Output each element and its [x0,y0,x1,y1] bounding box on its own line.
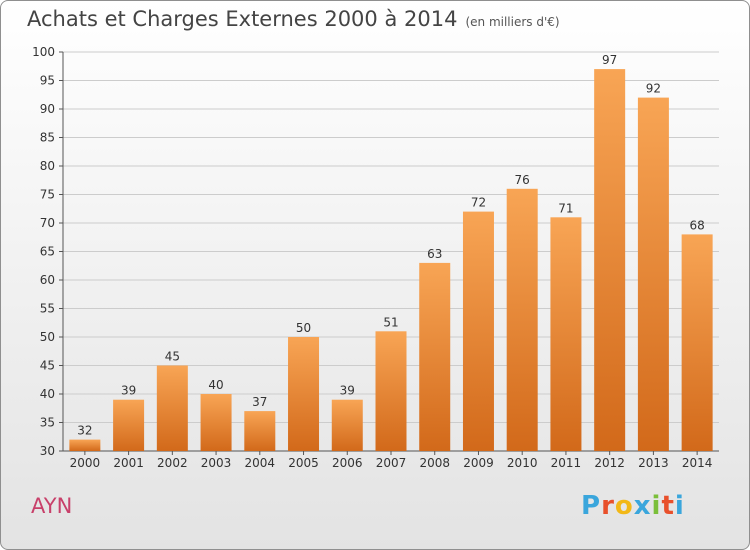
y-tick-label: 70 [40,216,55,230]
value-label-2005: 50 [296,321,311,335]
value-label-2006: 39 [340,384,355,398]
y-tick-label: 85 [40,131,55,145]
brand-letter: P [581,491,602,521]
x-tick-label-2006: 2006 [332,456,363,470]
value-label-2013: 92 [646,82,661,96]
labels: 30 35 40 45 50 55 60 65 70 75 80 85 90 95 100 32 2000 39 2… [32,45,712,470]
x-tick-label-2008: 2008 [419,456,450,470]
value-label-2001: 39 [121,384,136,398]
bar-2010 [506,188,538,452]
x-tick-label-2012: 2012 [594,456,625,470]
value-label-2000: 32 [77,424,92,438]
y-tick-label: 50 [40,330,55,344]
brand-letter: i [651,491,662,521]
value-label-2008: 63 [427,247,442,261]
y-tick-label: 35 [40,416,55,430]
brand-letter: o [614,491,634,521]
y-tick-label: 55 [40,302,55,316]
value-label-2010: 76 [515,173,530,187]
x-tick-label-2007: 2007 [376,456,407,470]
bar-2000 [69,439,101,451]
brand-letter: r [601,491,615,521]
y-tick-label: 65 [40,245,55,259]
chart-title: Achats et Charges Externes 2000 à 2014 (e… [27,7,560,31]
value-label-2014: 68 [689,218,704,232]
x-tick-label-2003: 2003 [201,456,232,470]
bar-2002 [156,365,188,451]
bar-2011 [550,217,582,451]
value-label-2012: 97 [602,53,617,67]
x-tick-label-2014: 2014 [682,456,713,470]
brand-letter: t [661,491,675,521]
y-tick-label: 95 [40,74,55,88]
value-label-2009: 72 [471,196,486,210]
place-name: AYN [31,494,73,518]
brand-letter: i [674,491,685,521]
x-tick-label-2011: 2011 [551,456,582,470]
brand-logo[interactable]: Proxiti [581,491,685,521]
value-label-2003: 40 [208,378,223,392]
y-tick-label: 40 [40,387,55,401]
bar-2003 [200,394,232,451]
bar-2012 [594,69,626,451]
bar-2008 [419,262,451,451]
x-tick-label-2000: 2000 [70,456,101,470]
chart-subtitle: (en milliers d'€) [465,15,560,29]
value-label-2004: 37 [252,395,267,409]
y-tick-label: 30 [40,444,55,458]
x-tick-label-2009: 2009 [463,456,494,470]
value-label-2007: 51 [383,315,398,329]
y-tick-label: 45 [40,359,55,373]
bar-2001 [113,399,145,451]
y-tick-label: 60 [40,273,55,287]
brand-letter: x [633,491,652,521]
bar-2014 [681,234,713,451]
y-tick-label: 100 [32,45,55,59]
x-tick-label-2004: 2004 [245,456,276,470]
y-tick-label: 80 [40,159,55,173]
x-tick-label-2001: 2001 [113,456,144,470]
bar-2009 [462,211,494,451]
bar-2005 [288,337,320,451]
value-label-2011: 71 [558,201,573,215]
bars [69,69,713,452]
x-tick-label-2013: 2013 [638,456,669,470]
bar-2004 [244,411,276,451]
y-tick-label: 75 [40,188,55,202]
bar-2007 [375,331,407,451]
x-tick-label-2005: 2005 [288,456,319,470]
x-tick-label-2002: 2002 [157,456,188,470]
value-label-2002: 45 [165,350,180,364]
x-tick-label-2010: 2010 [507,456,538,470]
chart-title-text: Achats et Charges Externes 2000 à 2014 [27,7,458,31]
bar-2013 [637,97,669,451]
y-tick-label: 90 [40,102,55,116]
bar-2006 [331,399,363,451]
